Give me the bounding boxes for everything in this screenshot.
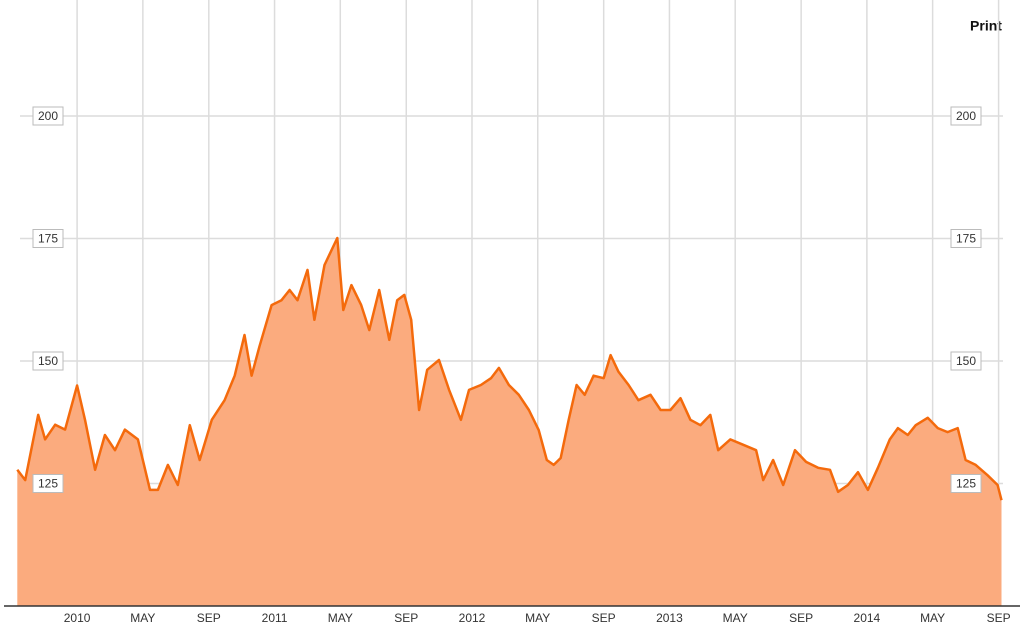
y-tick-box — [32, 474, 64, 493]
y-tick-label: 175 — [38, 232, 58, 246]
y-tick-label: 125 — [38, 477, 58, 491]
x-tick-label: MAY — [723, 611, 748, 625]
y-tick-label: 125 — [956, 477, 976, 491]
plot — [4, 236, 1020, 607]
x-tick-label: 2010 — [64, 611, 91, 625]
y-tick-label: 200 — [38, 109, 58, 123]
x-tick-label: SEP — [592, 611, 616, 625]
y-tick-box — [950, 229, 982, 248]
y-tick-box — [950, 351, 982, 371]
print-button[interactable]: Print — [970, 18, 1002, 34]
x-tick-label: 2013 — [656, 611, 683, 625]
x-tick-label: 2012 — [459, 611, 486, 625]
x-tick-label: 2014 — [854, 611, 881, 625]
x-tick-label: SEP — [197, 611, 221, 625]
x-tick-label: MAY — [920, 611, 945, 625]
labels: 2010 MAY SEP 2011 MAY SEP 2012 MAY SEP 2013 MAY SEP… — [32, 106, 1011, 625]
x-tick-label: SEP — [789, 611, 813, 625]
y-tick-label: 150 — [38, 354, 58, 368]
y-tick-box — [950, 106, 982, 126]
y-tick-label: 175 — [956, 232, 976, 246]
x-tick-label: MAY — [525, 611, 550, 625]
line — [16, 236, 1003, 501]
x-tick-label: SEP — [394, 611, 418, 625]
area-fill — [17, 238, 1002, 606]
x-tick-label: 2011 — [262, 611, 288, 625]
y-tick-box — [950, 474, 982, 493]
y-tick-box — [32, 229, 64, 248]
y-tick-label: 200 — [956, 109, 976, 123]
y-tick-box — [32, 106, 64, 126]
x-tick-label: MAY — [328, 611, 353, 625]
y-tick-label: 150 — [956, 354, 976, 368]
x-tick-label: SEP — [987, 611, 1011, 625]
x-tick-label: MAY — [130, 611, 155, 625]
y-tick-box — [32, 351, 64, 371]
